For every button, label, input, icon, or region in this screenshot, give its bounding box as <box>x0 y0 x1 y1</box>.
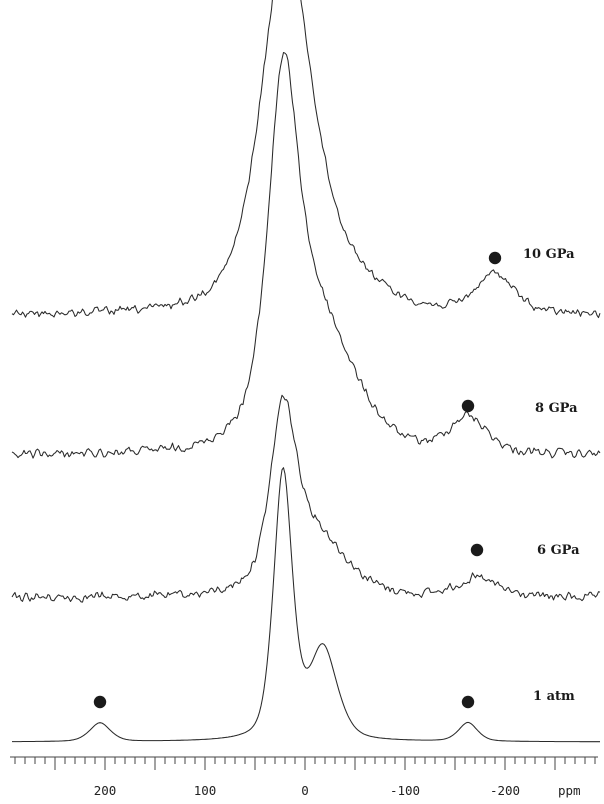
sideband-dot <box>488 251 502 265</box>
sideband-dot <box>461 399 475 413</box>
spectrum-traces <box>11 0 601 743</box>
spectrum-trace-1-atm <box>12 467 600 743</box>
spectrum-trace-6-gpa <box>11 394 601 603</box>
x-tick-label: 0 <box>301 783 309 798</box>
x-tick-label: -200 <box>490 783 520 798</box>
x-axis-ticks <box>14 757 596 770</box>
x-tick-label: -100 <box>390 783 420 798</box>
series-label: 8 GPa <box>535 401 578 416</box>
series-label: 10 GPa <box>523 247 575 262</box>
sideband-markers <box>93 251 502 709</box>
series-label: 6 GPa <box>537 543 580 558</box>
series-labels: 1 atm 6 GPa 8 GPa 10 GPa <box>523 247 580 704</box>
sideband-dot <box>470 543 484 557</box>
x-axis-unit-label: ppm <box>558 783 581 798</box>
x-axis-tick-labels: 200 100 0 -100 -200 <box>94 783 520 798</box>
sideband-dot <box>461 695 475 709</box>
spectrum-trace-10-gpa <box>11 0 601 319</box>
series-label: 1 atm <box>533 689 575 704</box>
sideband-dot <box>93 695 107 709</box>
x-axis: 200 100 0 -100 -200 ppm <box>10 756 598 798</box>
spectrum-trace-8-gpa <box>11 51 601 459</box>
x-tick-label: 100 <box>194 783 217 798</box>
x-tick-label: 200 <box>94 783 117 798</box>
